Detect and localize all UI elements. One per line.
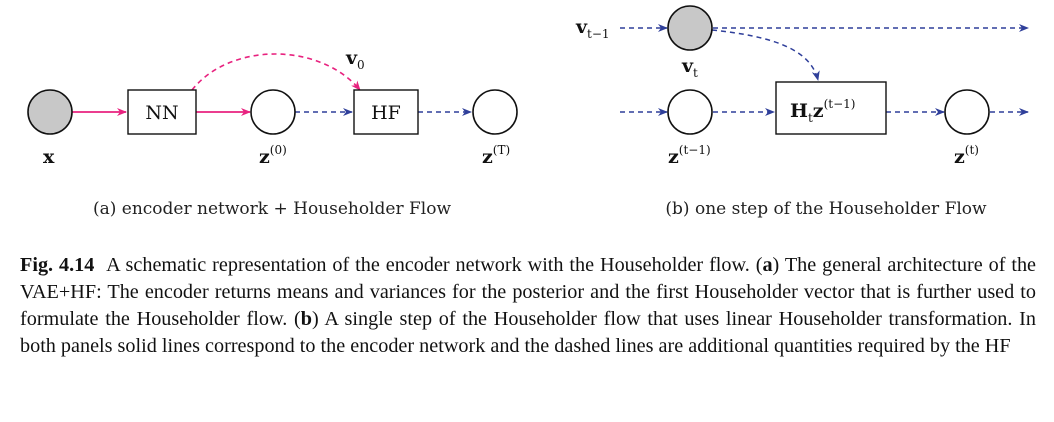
label-zt: z(t)	[954, 143, 979, 168]
box-nn-label: NN	[145, 102, 178, 124]
box-hz-z-sup: (t−1)	[824, 97, 856, 111]
label-z0: z(0)	[259, 143, 287, 168]
box-hz	[775, 81, 887, 135]
label-z0-base: z	[259, 146, 270, 168]
label-v0-base: v	[345, 47, 358, 69]
label-zT: z(T)	[482, 143, 510, 168]
edge-nn-to-hf-v0	[191, 53, 361, 91]
box-hz-label: Htz(t−1)	[790, 97, 855, 125]
caption-text-1: A schematic representation of the encode…	[106, 254, 763, 276]
label-zprev: z(t−1)	[668, 143, 711, 168]
box-hz-h-sub: t	[808, 111, 813, 125]
label-x: x	[43, 146, 55, 168]
caption-ref-a: a	[762, 254, 773, 276]
label-vprev-base: v	[575, 16, 588, 38]
figure-caption: Fig. 4.14 A schematic representation of …	[20, 252, 1036, 360]
label-zprev-sup: (t−1)	[679, 143, 711, 157]
panel-a-caption: (a) encoder network + Householder Flow	[93, 199, 452, 219]
node-x	[27, 89, 73, 135]
caption-text-2: ) The general architecture of the VAE+HF…	[20, 254, 1037, 330]
label-zt-sup: (t)	[965, 143, 979, 157]
caption-text-3: ) A single step of the Householder flow …	[20, 308, 1036, 357]
panel-b-caption: (b) one step of the Householder Flow	[665, 199, 987, 219]
label-vprev-sub: t−1	[587, 27, 610, 41]
box-hf-label: HF	[371, 102, 401, 124]
node-z0	[250, 89, 296, 135]
panel-a: NN HF x z(0) z(T) v0 (a) encoder network…	[27, 47, 518, 219]
label-z0-sup: (0)	[270, 143, 287, 157]
label-v0: v0	[345, 47, 365, 72]
node-vt	[667, 5, 713, 51]
node-zprev	[667, 89, 713, 135]
caption-ref-b: b	[300, 308, 312, 330]
householder-flow-diagram: NN HF x z(0) z(T) v0 (a) encoder network…	[27, 5, 1029, 219]
label-vt-base: v	[681, 55, 694, 77]
label-zt-base: z	[954, 146, 965, 168]
box-hz-h: H	[790, 100, 808, 122]
panel-b: Htz(t−1) vt−1 vt z(t−1) z(t) (b) one ste…	[575, 5, 1029, 219]
label-vt: vt	[681, 55, 698, 80]
label-vt-sub: t	[693, 66, 698, 80]
node-zt	[944, 89, 990, 135]
label-zT-sup: (T)	[493, 143, 510, 157]
label-v0-sub: 0	[357, 58, 365, 72]
label-zT-base: z	[482, 146, 493, 168]
box-hf	[353, 89, 419, 135]
box-nn	[127, 89, 197, 135]
label-vprev: vt−1	[575, 16, 610, 41]
node-zT	[472, 89, 518, 135]
figure-label: Fig. 4.14	[20, 254, 95, 276]
edge-vt-to-hz	[711, 29, 820, 81]
label-zprev-base: z	[668, 146, 679, 168]
box-hz-z: z	[813, 100, 824, 122]
